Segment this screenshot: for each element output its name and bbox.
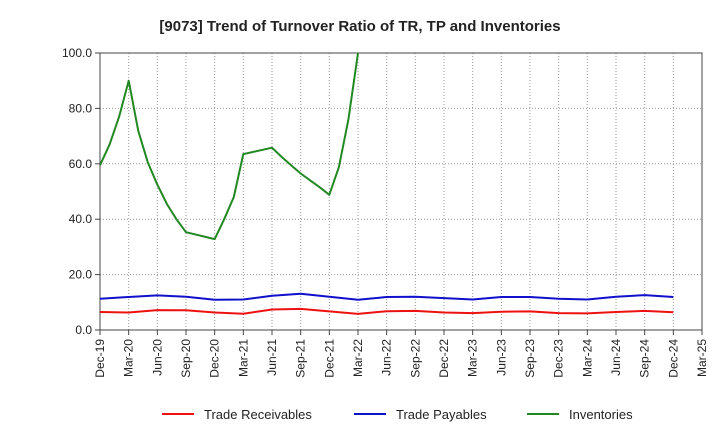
- y-tick-label: 40.0: [69, 212, 93, 226]
- x-tick-label: Sep-22: [408, 339, 422, 378]
- series-layer: [100, 52, 674, 315]
- x-tick-label: Sep-23: [523, 339, 537, 378]
- legend-label-inventories: Inventories: [569, 407, 633, 422]
- series-line-trade-receivables: [100, 307, 674, 315]
- x-tick-label: Dec-24: [666, 339, 680, 378]
- series-line-trade-payables: [100, 292, 674, 301]
- legend-label-trade-receivables: Trade Receivables: [204, 407, 312, 422]
- legend: Trade Receivables Trade Payables Inventori…: [162, 407, 633, 422]
- x-tick-label: Dec-19: [93, 339, 107, 378]
- x-tick-label: Dec-22: [437, 339, 451, 378]
- x-tick-label: Sep-20: [179, 339, 193, 378]
- x-tick-label: Sep-21: [294, 339, 308, 378]
- y-tick-label: 0.0: [75, 323, 92, 337]
- plot-frame: [99, 52, 703, 331]
- x-tick-label: Mar-24: [580, 339, 594, 377]
- x-tick-label: Jun-20: [150, 339, 164, 376]
- chart-title: [9073] Trend of Turnover Ratio of TR, TP…: [159, 18, 560, 35]
- axis-layer: Dec-19 Mar-20 Jun-20 Sep-20 Dec-20 Mar-21 Jun-…: [62, 46, 709, 378]
- x-tick-label: Jun-22: [380, 339, 394, 376]
- y-tick-label: 100.0: [62, 46, 92, 60]
- series-line-inventories: [100, 52, 359, 241]
- x-tick-label: Mar-25: [695, 339, 709, 377]
- x-tick-label: Dec-23: [552, 339, 566, 378]
- x-tick-label: Mar-20: [122, 339, 136, 377]
- x-tick-label: Jun-21: [265, 339, 279, 376]
- y-tick-label: 80.0: [69, 101, 93, 115]
- y-tick-label: 20.0: [69, 268, 93, 282]
- x-tick-label: Mar-22: [351, 339, 365, 377]
- x-tick-label: Mar-21: [236, 339, 250, 377]
- x-tick-label: Dec-21: [322, 339, 336, 378]
- x-tick-label: Jun-24: [609, 339, 623, 376]
- x-tick-label: Sep-24: [638, 339, 652, 378]
- x-tick-label: Jun-23: [494, 339, 508, 376]
- y-tick-label: 60.0: [69, 157, 93, 171]
- grid-layer: [100, 53, 702, 330]
- legend-label-trade-payables: Trade Payables: [396, 407, 487, 422]
- x-tick-label: Dec-20: [208, 339, 222, 378]
- x-tick-label: Mar-23: [466, 339, 480, 377]
